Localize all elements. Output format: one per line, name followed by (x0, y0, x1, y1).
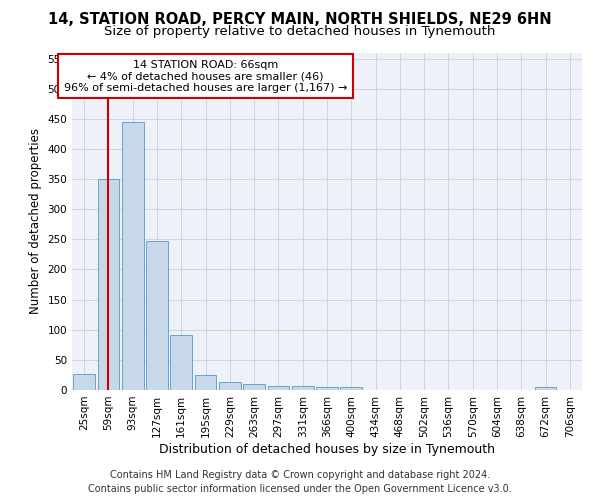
Text: Size of property relative to detached houses in Tynemouth: Size of property relative to detached ho… (104, 25, 496, 38)
Bar (292, 386, 314, 390)
Bar (194, 375, 217, 390)
Bar (73, 374, 95, 390)
Bar (316, 387, 338, 390)
Bar (97, 179, 119, 390)
Bar (340, 387, 362, 390)
Bar (243, 384, 265, 390)
X-axis label: Distribution of detached houses by size in Tynemouth: Distribution of detached houses by size … (159, 442, 495, 456)
Text: Contains HM Land Registry data © Crown copyright and database right 2024.
Contai: Contains HM Land Registry data © Crown c… (88, 470, 512, 494)
Bar (535, 387, 556, 390)
Y-axis label: Number of detached properties: Number of detached properties (29, 128, 42, 314)
Text: 14, STATION ROAD, PERCY MAIN, NORTH SHIELDS, NE29 6HN: 14, STATION ROAD, PERCY MAIN, NORTH SHIE… (48, 12, 552, 28)
Bar (268, 386, 289, 390)
Text: 14 STATION ROAD: 66sqm
← 4% of detached houses are smaller (46)
96% of semi-deta: 14 STATION ROAD: 66sqm ← 4% of detached … (64, 60, 347, 93)
Bar (219, 382, 241, 390)
Bar (170, 334, 192, 390)
Bar (122, 122, 143, 390)
Bar (146, 240, 168, 390)
